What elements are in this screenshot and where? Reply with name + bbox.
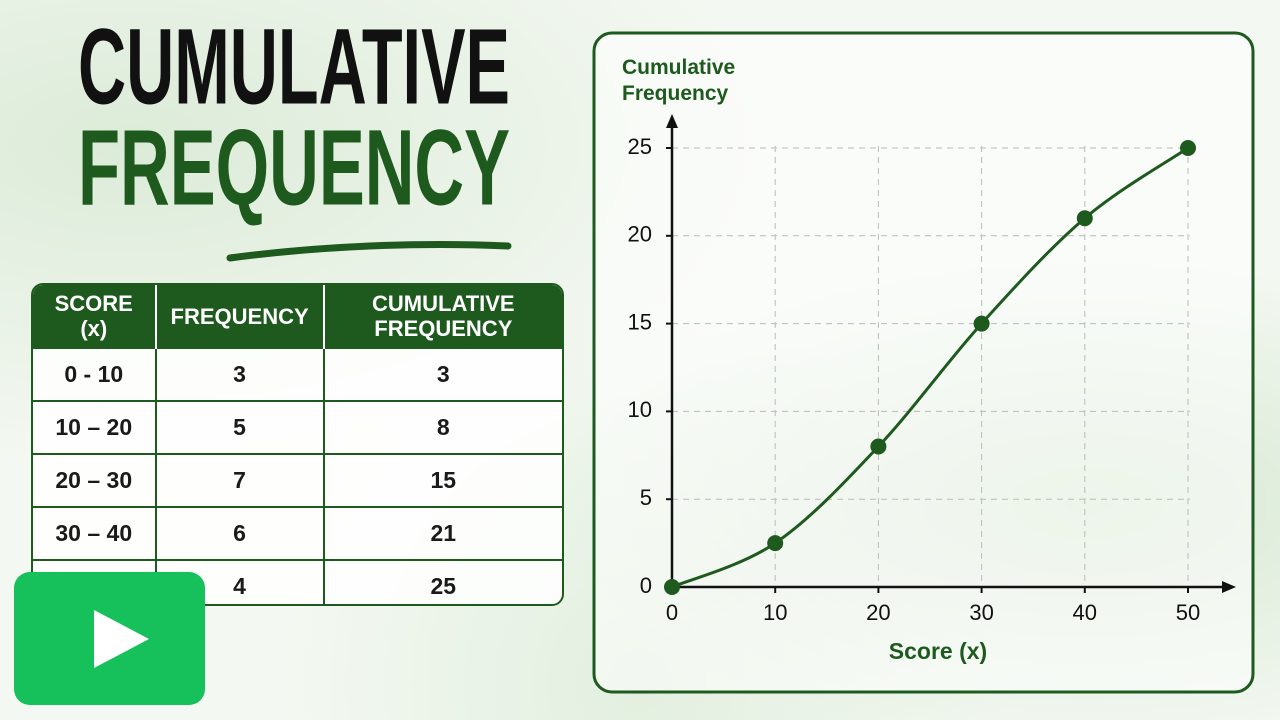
y-tick-label: 15 <box>628 309 652 334</box>
point <box>1076 210 1093 227</box>
cell: 30 – 40 <box>33 506 157 560</box>
title-line: FREQUENCY <box>78 107 510 228</box>
cell: 25 <box>323 559 562 604</box>
cell: 7 <box>155 453 325 507</box>
row: 30 – 40 6 21 <box>33 506 562 560</box>
chart-panel <box>592 31 1255 694</box>
point <box>973 315 990 332</box>
cell: 10 – 20 <box>33 400 157 454</box>
x-tick-label: 40 <box>1073 600 1097 625</box>
cell: 15 <box>323 453 562 507</box>
header-cell: CUMULATIVE FREQUENCY <box>323 285 562 348</box>
cell: 6 <box>155 506 325 560</box>
x-tick-label: 20 <box>866 600 890 625</box>
row: 20 – 30 7 15 <box>33 453 562 507</box>
y-axis-label: Cumulative Frequency <box>622 56 736 105</box>
title-line: CUMULATIVE <box>78 6 510 127</box>
x-tick-label: 0 <box>666 600 678 625</box>
header-cell: FREQUENCY <box>155 285 325 348</box>
point <box>870 438 887 455</box>
y-axis-arrow <box>666 114 678 128</box>
header-cell: SCORE (x) <box>33 285 157 348</box>
x-tick-label: 10 <box>763 600 787 625</box>
play-icon <box>94 610 149 668</box>
y-tick-label: 5 <box>640 485 652 510</box>
cell: 3 <box>155 347 325 401</box>
cell: 0 - 10 <box>33 347 157 401</box>
play-button[interactable] <box>14 572 205 705</box>
point <box>1180 140 1196 156</box>
y-tick-label: 25 <box>628 134 652 159</box>
y-tick-label: 10 <box>628 397 652 422</box>
x-tick-label: 30 <box>969 600 993 625</box>
cell: 21 <box>323 506 562 560</box>
x-axis-arrow <box>1222 581 1236 593</box>
x-tick-label: 50 <box>1176 600 1200 625</box>
brush-underline <box>226 241 512 262</box>
row: 0 - 10 3 3 <box>33 347 562 401</box>
cell: 3 <box>323 347 562 401</box>
point <box>664 579 680 595</box>
point <box>767 535 784 552</box>
cell: 8 <box>323 400 562 454</box>
y-tick-label: 20 <box>628 222 652 247</box>
cell: 20 – 30 <box>33 453 157 507</box>
x-axis-label: Score (x) <box>889 638 987 664</box>
y-tick-label: 0 <box>640 573 652 598</box>
cell: 5 <box>155 400 325 454</box>
play-triangle <box>94 610 149 668</box>
plot: 0 5 10 15 20 25 0 10 20 30 40 50 Score (x) <box>628 114 1236 664</box>
table: SCORE (x) FREQUENCY CUMULATIVE FREQUENCY 0… <box>31 283 564 606</box>
row: 10 – 20 5 8 <box>33 400 562 454</box>
